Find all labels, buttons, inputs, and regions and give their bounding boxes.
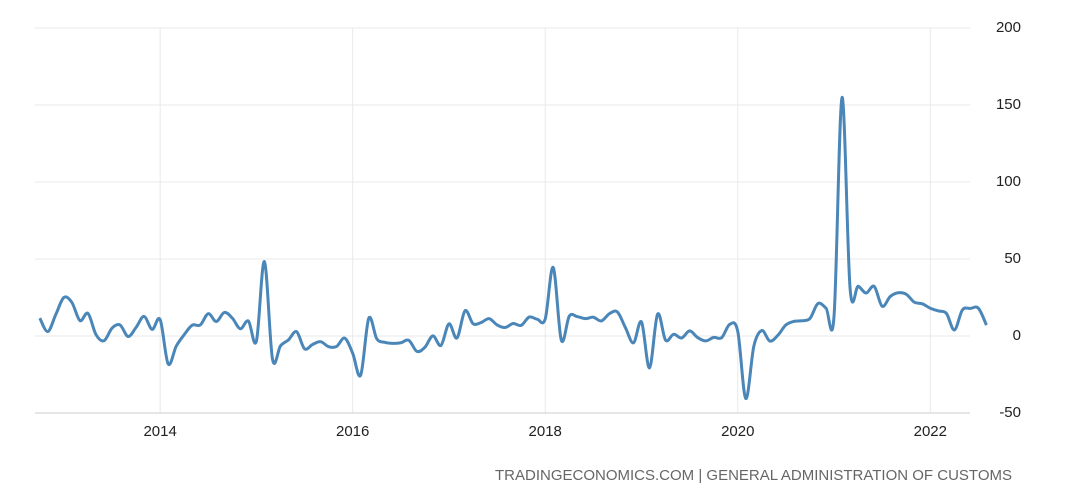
- y-tick-label: 150: [996, 96, 1021, 113]
- source: TRADINGECONOMICS.COM | GENERAL ADMINISTR…: [495, 467, 1012, 484]
- x-tick-label: 2020: [721, 423, 754, 440]
- y-tick-label: 50: [1004, 250, 1021, 267]
- x-tick-label: 2022: [914, 423, 947, 440]
- x-tick-label: 2014: [143, 423, 176, 440]
- x-tick-label: 2016: [336, 423, 369, 440]
- y-tick-label: 200: [996, 19, 1021, 36]
- y-tick-label: -50: [999, 404, 1021, 421]
- y-tick-label: 0: [1013, 327, 1021, 344]
- data-line: [38, 95, 988, 401]
- y-tick-label: 100: [996, 173, 1021, 190]
- x-tick-label: 2018: [529, 423, 562, 440]
